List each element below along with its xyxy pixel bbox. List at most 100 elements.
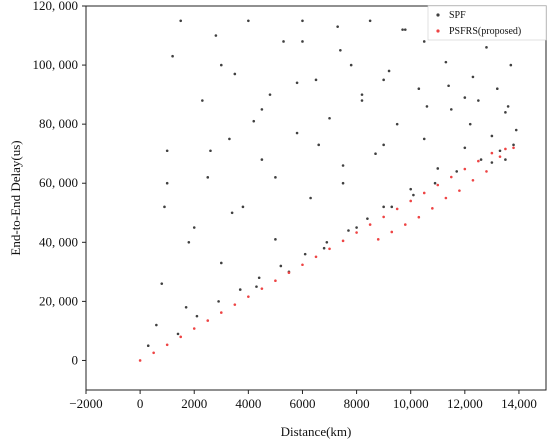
spf-point (471, 75, 475, 79)
spf-point (255, 285, 258, 288)
spf-point (163, 205, 166, 209)
spf-point (146, 344, 150, 347)
psfrs-point (355, 231, 358, 234)
spf-point (303, 252, 307, 256)
x-tick-label: 8000 (344, 396, 370, 411)
spf-point (339, 49, 342, 52)
spf-point (282, 40, 285, 43)
spf-point (195, 314, 199, 318)
spf-point (382, 205, 385, 209)
legend-marker-psfrs (436, 29, 440, 33)
psfrs-point (165, 343, 169, 347)
psfrs-point (436, 183, 440, 187)
spf-point (238, 288, 242, 291)
psfrs-point (449, 175, 453, 179)
spf-point (360, 93, 364, 96)
spf-point (247, 19, 250, 23)
psfrs-point (490, 151, 494, 155)
spf-point (382, 143, 385, 147)
legend: SPF PSFRS(proposed) (427, 5, 547, 41)
psfrs-point (403, 223, 407, 226)
spf-point (509, 63, 513, 67)
spf-point (449, 108, 453, 111)
spf-point (165, 149, 169, 153)
spf-point (463, 146, 467, 150)
x-tick-label: 4000 (235, 396, 261, 411)
spf-point (241, 205, 245, 209)
spf-point (279, 264, 283, 268)
spf-point (514, 128, 518, 132)
spf-point (301, 40, 304, 43)
spf-point (495, 87, 499, 91)
psfrs-point (512, 146, 515, 150)
spf-point (436, 167, 440, 170)
spf-point (325, 241, 329, 244)
psfrs-point (417, 215, 421, 219)
spf-point (468, 122, 472, 126)
psfrs-point (328, 247, 331, 251)
spf-point (425, 105, 429, 108)
spf-point (401, 28, 404, 31)
psfrs-point (409, 199, 413, 203)
spf-point (192, 226, 196, 229)
spf-point (366, 217, 369, 220)
spf-point (382, 78, 385, 82)
spf-point (506, 105, 510, 108)
spf-point (268, 93, 272, 96)
psfrs-point (431, 207, 434, 210)
spf-point (295, 81, 299, 85)
psfrs-point (341, 239, 345, 243)
spf-point (171, 54, 174, 58)
spf-point (355, 226, 358, 229)
spf-point (485, 46, 488, 49)
spf-point (403, 28, 407, 31)
spf-point (322, 246, 326, 250)
spf-point (206, 176, 210, 179)
spf-point (444, 60, 448, 64)
psfrs-point (192, 327, 196, 330)
psfrs-point (206, 319, 210, 322)
x-axis: −2000 0 2000 4000 6000 8000 10,000 12,000 14,000 (69, 390, 537, 411)
psfrs-point (458, 189, 461, 192)
spf-point (228, 137, 231, 141)
spf-point (349, 63, 353, 67)
spf-point (260, 158, 264, 161)
spf-point (252, 119, 256, 123)
spf-point (233, 72, 237, 76)
spf-point (341, 181, 345, 185)
psfrs-point (260, 287, 264, 290)
spf-point (160, 282, 164, 285)
psfrs-point (152, 351, 155, 355)
spf-point (409, 187, 413, 191)
spf-point (447, 84, 450, 88)
y-tick-label: 0 (72, 352, 79, 367)
y-tick-label: 20, 000 (39, 293, 78, 308)
x-axis-title: Distance(km) (281, 424, 352, 439)
spf-point (387, 69, 391, 73)
y-axis: 0 20, 000 40, 000 60, 000 80, 000 100, 000 120… (33, 0, 86, 367)
spf-point (341, 164, 345, 167)
spf-point (512, 143, 515, 147)
spf-point (395, 122, 399, 126)
spf-point (201, 99, 204, 102)
spf-point (230, 211, 234, 215)
spf-point (184, 305, 188, 309)
x-tick-label: 6000 (289, 396, 315, 411)
spf-point (209, 149, 212, 153)
spf-point (274, 176, 277, 179)
x-tick-label: 2000 (181, 396, 207, 411)
x-tick-label: 14,000 (501, 396, 537, 411)
psfrs-point (498, 155, 502, 158)
psfrs-point (471, 178, 475, 182)
spf-point (295, 131, 299, 135)
legend-label-psfrs: PSFRS(proposed) (449, 26, 521, 37)
spf-point (217, 300, 220, 303)
y-tick-label: 120, 000 (33, 0, 79, 13)
plot-points (138, 19, 518, 362)
psfrs-point (368, 223, 372, 226)
spf-point (504, 111, 507, 114)
legend-box (427, 5, 547, 41)
y-axis-title: End-to-End Delay(us) (8, 140, 23, 255)
spf-point (347, 229, 350, 232)
spf-point (463, 96, 467, 99)
